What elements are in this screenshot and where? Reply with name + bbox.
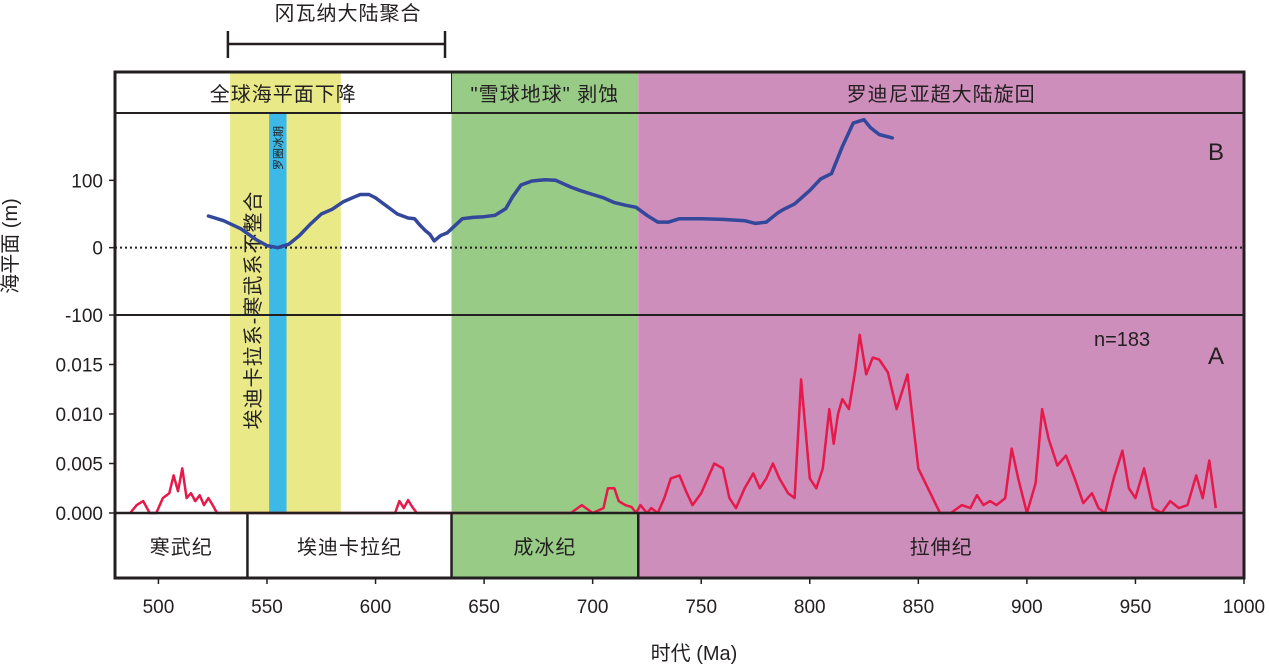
event-cell-1-yellow [230,72,341,113]
period-cell-3 [451,513,639,578]
period-label-4: 拉伸纪 [910,536,973,559]
x-tick-label-9: 900 [1011,597,1043,618]
shaded-band-4 [638,72,1244,513]
zircon-age-line [129,333,1218,515]
a-y-tick-label-4: 0.015 [55,356,103,377]
period-cell-2 [247,513,452,578]
a-y-tick-label-2: 0.005 [55,455,103,476]
y-axis-title: 海平面 (m) [0,198,22,294]
a-y-tick-label-3: 0.010 [55,405,103,426]
b-y-tick-label-2: 0 [92,239,103,260]
panel-b-label: B [1208,139,1224,166]
period-cell-1 [115,513,248,578]
x-tick-label-6: 750 [685,597,717,618]
axis-ticks: 500 550 600 650 700 750 800 850 900 950 10001000-1… [55,171,1265,618]
event-header-row: 全球海平面下降 "雪球地球" 剥蚀 罗迪尼亚超大陆旋回 [115,72,1036,113]
period-row: 寒武纪 埃迪卡拉纪 成冰纪 拉伸纪 [115,513,1244,578]
top-annotation-bracket [226,31,447,58]
period-cell-4 [638,513,1244,578]
period-label-2: 埃迪卡拉纪 [297,536,402,559]
x-tick-label-4: 650 [468,597,500,618]
a-y-tick-label-1: 0.000 [55,504,103,525]
x-axis-title: 时代 (Ma) [651,642,738,665]
band-label-2: 罗圈冰期 [272,126,285,170]
x-tick-label-8: 850 [902,597,934,618]
x-tick-label-10: 950 [1120,597,1152,618]
top-annotation-label: 冈瓦纳大陆聚合 [275,2,422,25]
x-tick-label-11: 1000 [1223,597,1265,618]
chart-frame [113,70,1246,580]
sea-level-line [206,117,895,250]
shaded-band-3 [451,72,639,513]
sea-level-panel [115,117,1244,250]
outer-border [113,70,1246,580]
band-label-1: 埃迪卡拉系-寒武系不整合 [242,191,265,430]
x-tick-label-7: 800 [794,597,826,618]
x-tick-label-1: 500 [143,597,175,618]
b-y-tick-label-3: -100 [65,306,103,327]
sample-count: n=183 [1094,329,1150,351]
period-label-1: 寒武纪 [150,536,213,559]
event-label-1: 全球海平面下降 [210,83,357,106]
x-tick-label-2: 550 [251,597,283,618]
shaded-bands: 埃迪卡拉系-寒武系不整合 罗圈冰期 [230,72,1244,578]
event-label-3: 罗迪尼亚超大陆旋回 [847,83,1036,106]
x-tick-label-5: 700 [577,597,609,618]
x-tick-label-3: 600 [360,597,392,618]
shaded-band-2 [269,113,287,578]
event-label-2: "雪球地球" 剥蚀 [471,83,620,106]
period-label-3: 成冰纪 [513,536,576,559]
b-y-tick-label-1: 100 [71,171,103,192]
zircon-age-panel [129,333,1218,515]
panel-a-label: A [1208,343,1224,370]
